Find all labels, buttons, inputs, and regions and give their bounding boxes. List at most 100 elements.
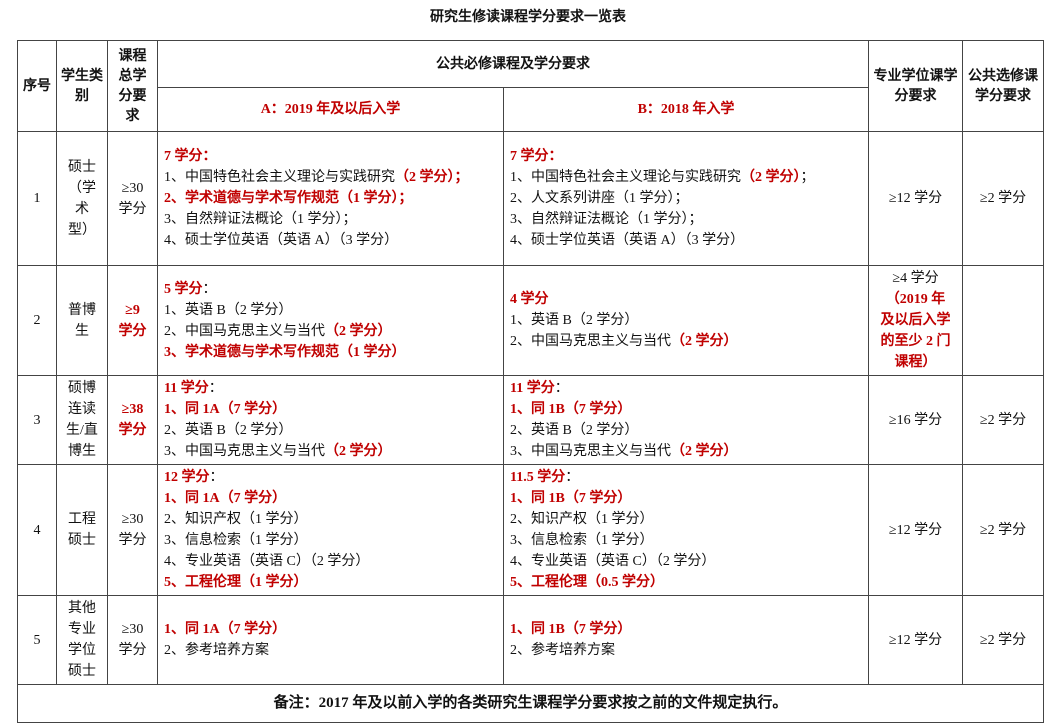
text-segment: 其他 <box>68 601 96 616</box>
highlighted-text: 1、同 1B（7 学分） <box>510 622 632 637</box>
text-segment: 2、英语 B（2 学分） <box>510 423 639 438</box>
header-b-2018: B：2018 年入学 <box>503 87 869 132</box>
text-segment: ≥30 <box>121 622 144 637</box>
cell-major-credits: ≥16 学分 <box>868 375 963 465</box>
highlighted-text: 学分 <box>118 323 147 339</box>
text-line: ≥30 <box>112 509 153 530</box>
text-line: 3、学术道德与学术写作规范（1 学分） <box>164 342 499 363</box>
text-line: 型） <box>61 220 103 241</box>
text-segment: 3、自然辩证法概论（1 学分）； <box>164 212 357 227</box>
highlighted-text: 7 学分： <box>510 149 563 164</box>
text-line: 3、中国马克思主义与当代（2 学分） <box>510 441 864 462</box>
text-line: 2、知识产权（1 学分） <box>164 509 499 530</box>
text-segment: 2、知识产权（1 学分） <box>164 512 308 527</box>
header-major-credits: 专业学位课学分要求 <box>868 40 963 132</box>
cell-student-type: 普博生 <box>56 265 108 376</box>
text-line: 学分 <box>112 420 153 441</box>
text-line: 4、硕士学位英语（英语 A）（3 学分） <box>510 230 864 251</box>
text-line: 生 <box>61 321 103 342</box>
text-segment: 学分 <box>118 533 147 548</box>
text-line: 4、硕士学位英语（英语 A）（3 学分） <box>164 230 499 251</box>
text-segment: ≥12 学分 <box>888 191 943 206</box>
text-line: ≥38 <box>112 399 153 420</box>
highlighted-text: 11 学分 <box>510 381 555 396</box>
text-line: 5、工程伦理（0.5 学分） <box>510 572 864 593</box>
text-line: 硕士 <box>61 530 103 551</box>
highlighted-text: ≥9 <box>125 302 140 318</box>
highlighted-text: 学分 <box>118 423 147 438</box>
text-line: 2、中国马克思主义与当代（2 学分） <box>510 331 864 352</box>
highlighted-text: （2 学分） <box>325 323 392 339</box>
text-segment: ≥30 <box>121 512 144 527</box>
text-line: 1、中国特色社会主义理论与实践研究（2 学分）； <box>164 167 499 188</box>
cell-no: 3 <box>17 375 57 465</box>
text-line: 其他 <box>61 598 103 619</box>
text-line: 2、英语 B（2 学分） <box>510 420 864 441</box>
cell-public-2019: 12 学分： 1、同 1A（7 学分） 2、知识产权（1 学分） 3、信息检索（1 学… <box>157 464 504 596</box>
header-a-2019: A：2019 年及以后入学 <box>157 87 504 132</box>
text-line: 7 学分： <box>164 146 499 167</box>
text-segment: 2、参考培养方案 <box>164 643 269 658</box>
cell-elective-credits: ≥2 学分 <box>962 464 1044 596</box>
cell-student-type: 硕博 连读 生/直 博生 <box>56 375 108 465</box>
text-segment: 2、中国马克思主义与当代 <box>164 323 325 339</box>
highlighted-text: 12 学分 <box>164 470 210 485</box>
text-line: 2、中国马克思主义与当代（2 学分） <box>164 321 499 342</box>
highlighted-text: 7 学分： <box>164 149 217 164</box>
text-line: 学分 <box>112 199 153 220</box>
document-title: 研究生修读课程学分要求一览表 <box>430 9 626 25</box>
cell-no: 5 <box>17 595 57 685</box>
text-segment: 型） <box>68 222 96 238</box>
cell-public-2018: 4 学分 1、英语 B（2 学分） 2、中国马克思主义与当代（2 学分） <box>503 265 869 376</box>
text-line: 2、参考培养方案 <box>164 640 499 661</box>
text-line: 11.5 学分： <box>510 467 864 488</box>
text-line: 学分 <box>112 640 153 661</box>
highlighted-text: 11.5 学分 <box>510 470 566 485</box>
highlighted-text: 及以后入学 <box>880 313 951 328</box>
text-line: 工程 <box>61 509 103 530</box>
text-line: 4、专业英语（英语 C）（2 学分） <box>164 551 499 572</box>
text-line: 学位 <box>61 640 103 661</box>
highlighted-text: 1、同 1A（7 学分） <box>164 491 287 506</box>
highlighted-text: （2 学分） <box>325 444 392 459</box>
highlighted-text: 课程） <box>894 355 937 370</box>
text-line: 2、人文系列讲座（1 学分）； <box>510 188 864 209</box>
cell-total-credits: ≥30 学分 <box>107 464 158 596</box>
text-segment: 4、专业英语（英语 C）（2 学分） <box>510 554 716 569</box>
text-line: 1、同 1B（7 学分） <box>510 488 864 509</box>
text-segment: 工程 <box>68 512 96 527</box>
cell-elective-credits: ≥2 学分 <box>962 595 1044 685</box>
text-line: 2、参考培养方案 <box>510 640 864 661</box>
text-line: ≥30 <box>112 178 153 199</box>
text-segment: 3、信息检索（1 学分） <box>164 533 308 548</box>
highlighted-text: 2、学术道德与学术写作规范（1 学分）； <box>164 191 413 206</box>
text-segment: 普博 <box>68 302 96 318</box>
cell-major-credits: ≥4 学分 （2019 年及以后入学 的至少 2 门课程） <box>868 265 963 376</box>
text-line: 3、信息检索（1 学分） <box>164 530 499 551</box>
text-segment: 学位 <box>68 643 96 658</box>
text-segment: ： <box>209 470 224 485</box>
text-segment: 2、知识产权（1 学分） <box>510 512 654 527</box>
text-line: 7 学分： <box>510 146 864 167</box>
text-line: 3、自然辩证法概论（1 学分）； <box>164 209 499 230</box>
text-segment: （学 <box>68 180 96 196</box>
cell-elective-credits <box>962 265 1044 376</box>
text-line: 连读 <box>61 399 103 420</box>
text-line: 3、中国马克思主义与当代（2 学分） <box>164 441 499 462</box>
cell-elective-credits: ≥2 学分 <box>962 375 1044 465</box>
cell-public-2019: 7 学分： 1、中国特色社会主义理论与实践研究（2 学分）； 2、学术道德与学术写作… <box>157 131 504 266</box>
text-line: （学 <box>61 178 103 199</box>
text-segment: 硕博 <box>68 381 96 396</box>
text-segment: ： <box>208 381 223 396</box>
text-line: 术 <box>61 199 103 220</box>
text-segment: 硕士 <box>68 159 96 175</box>
text-segment: ≥12 学分 <box>888 522 943 538</box>
text-line: 3、自然辩证法概论（1 学分）； <box>510 209 864 230</box>
text-segment: 3、中国马克思主义与当代 <box>510 444 671 459</box>
text-line: 的至少 2 门 <box>873 331 958 352</box>
cell-student-type: 硕士 （学术型） <box>56 131 108 266</box>
text-segment: ≥30 <box>121 180 144 196</box>
highlighted-text: （2 学分） <box>671 444 738 459</box>
text-segment: 1、中国特色社会主义理论与实践研究 <box>510 170 741 185</box>
header-student-type: 学生类别 <box>56 40 108 132</box>
